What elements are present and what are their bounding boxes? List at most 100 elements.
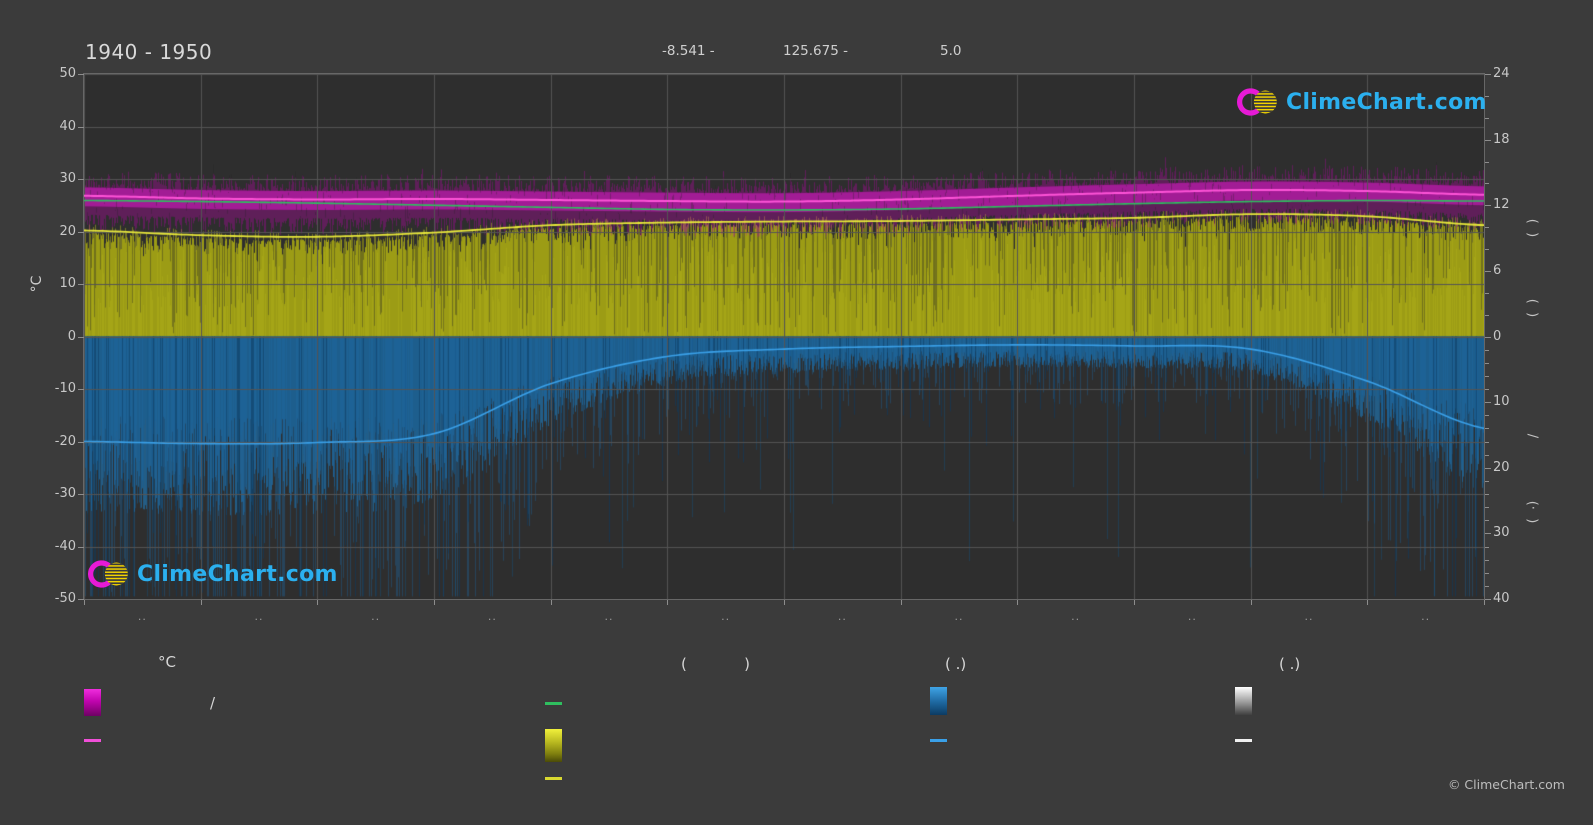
left-tick-mark xyxy=(78,284,84,285)
right-minor-tick-mark xyxy=(1485,292,1489,294)
right-axis-tick: 12 xyxy=(1493,197,1510,213)
bottom-tick-mark xyxy=(1017,600,1019,605)
left-axis-tick: 30 xyxy=(59,171,76,186)
bottom-tick-mark xyxy=(1250,600,1252,605)
left-axis-tick: 10 xyxy=(59,276,76,291)
right-minor-tick-mark xyxy=(1485,117,1489,119)
left-tick-mark xyxy=(78,231,84,233)
watermark-top-right: ClimeChart.com xyxy=(1237,84,1487,120)
right-axis-tick: 6 xyxy=(1493,262,1502,278)
legend-temperature-header: °C xyxy=(158,653,176,671)
right-axis-tick: 40 xyxy=(1493,591,1510,606)
right-axis-tick: 10 xyxy=(1493,394,1510,410)
left-axis-tick: 40 xyxy=(59,118,76,134)
right-axis-tick: 24 xyxy=(1493,66,1510,81)
legend-swatch-snow-area xyxy=(1235,687,1252,715)
left-tick-mark xyxy=(78,599,84,600)
right-minor-tick-mark xyxy=(1485,585,1489,587)
bottom-tick-mark xyxy=(784,600,785,605)
bottom-tick-mark xyxy=(200,600,202,605)
right-minor-tick-mark xyxy=(1485,249,1489,250)
left-axis-tick: -10 xyxy=(54,381,76,396)
climechart-logo-icon xyxy=(88,560,128,588)
legend-swatch-max-temp-line xyxy=(84,739,101,742)
left-tick-mark xyxy=(78,546,84,548)
left-tick-mark xyxy=(78,389,84,390)
legend-precip-header: ( .) xyxy=(945,655,967,673)
left-axis-tick: 0 xyxy=(67,328,76,344)
right-tick-mark xyxy=(1485,270,1491,272)
right-tick-mark xyxy=(1485,533,1491,535)
left-tick-mark xyxy=(78,179,84,180)
right-minor-tick-mark xyxy=(1485,349,1489,351)
right-tick-mark xyxy=(1485,139,1491,141)
right-minor-tick-mark xyxy=(1485,441,1489,443)
watermark-bottom-left: ClimeChart.com xyxy=(88,556,338,592)
climechart-logo-icon xyxy=(1237,88,1277,116)
x-axis-month-label: .. xyxy=(137,610,147,623)
x-axis-month-label: .. xyxy=(487,610,497,623)
left-tick-mark xyxy=(78,74,84,75)
right-minor-tick-mark xyxy=(1485,572,1489,574)
x-axis-month-label: .. xyxy=(604,610,614,623)
right-minor-tick-mark xyxy=(1485,546,1489,548)
watermark-brand-text: ClimeChart.com xyxy=(137,561,338,587)
left-tick-mark xyxy=(78,441,84,443)
right-minor-tick-mark xyxy=(1485,375,1489,377)
x-axis-month-label: .. xyxy=(837,610,847,623)
right-axis-tick: 20 xyxy=(1493,459,1510,475)
longitude-value: 125.675 - xyxy=(783,43,848,59)
bottom-tick-mark xyxy=(317,600,319,605)
x-axis-month-label: .. xyxy=(1187,610,1197,623)
x-axis-month-label: .. xyxy=(954,610,964,623)
x-axis-month-label: .. xyxy=(1071,610,1081,623)
right-axis-tick: 18 xyxy=(1493,131,1510,147)
legend-snow-header: ( .) xyxy=(1279,655,1301,673)
right-axis-annotation: ( ) xyxy=(1524,298,1540,318)
right-axis-annotation: ( ) xyxy=(1524,218,1540,238)
bottom-tick-mark xyxy=(1367,600,1369,605)
elevation-value: 5.0 xyxy=(940,43,962,59)
bottom-tick-mark xyxy=(667,600,669,605)
right-minor-tick-mark xyxy=(1485,95,1489,97)
right-axis-annotation: / xyxy=(1524,433,1540,439)
bottom-tick-mark xyxy=(1484,600,1485,605)
legend-swatch-precip-line xyxy=(930,739,947,742)
latitude-value: -8.541 - xyxy=(662,43,715,59)
right-axis-annotation: (· ) xyxy=(1524,500,1540,524)
left-axis-tick: -40 xyxy=(54,538,76,554)
right-minor-tick-mark xyxy=(1485,559,1489,561)
bottom-tick-mark xyxy=(1134,600,1135,605)
legend-swatch-max-temp-band xyxy=(84,689,101,716)
right-minor-tick-mark xyxy=(1485,362,1489,364)
legend-swatch-mean-temp-line xyxy=(545,702,562,705)
right-tick-mark xyxy=(1485,74,1491,75)
right-minor-tick-mark xyxy=(1485,161,1489,163)
right-minor-tick-mark xyxy=(1485,415,1489,417)
left-axis-tick: -30 xyxy=(54,486,76,501)
legend-swatch-snow-line xyxy=(1235,739,1252,742)
bottom-tick-mark xyxy=(84,600,85,605)
right-minor-tick-mark xyxy=(1485,507,1489,509)
right-axis-tick: 30 xyxy=(1493,525,1510,541)
right-tick-mark xyxy=(1485,336,1491,338)
x-axis-month-label: .. xyxy=(1421,610,1431,623)
climate-chart-canvas xyxy=(84,74,1484,599)
right-minor-tick-mark xyxy=(1485,480,1489,482)
right-axis-tick: 0 xyxy=(1493,328,1502,344)
legend-swatch-sunshine-line xyxy=(545,777,562,780)
legend-swatch-sunshine-area xyxy=(545,729,562,762)
right-minor-tick-mark xyxy=(1485,428,1489,430)
right-minor-tick-mark xyxy=(1485,183,1489,185)
x-axis-month-label: .. xyxy=(371,610,381,623)
watermark-brand-text: ClimeChart.com xyxy=(1286,89,1487,115)
right-minor-tick-mark xyxy=(1485,520,1489,522)
right-tick-mark xyxy=(1485,467,1491,469)
left-axis-tick: 20 xyxy=(59,223,76,239)
x-axis-month-label: .. xyxy=(721,610,731,623)
plot-area xyxy=(83,73,1485,600)
right-minor-tick-mark xyxy=(1485,454,1489,456)
right-minor-tick-mark xyxy=(1485,389,1489,390)
left-axis-tick: -20 xyxy=(54,433,76,449)
